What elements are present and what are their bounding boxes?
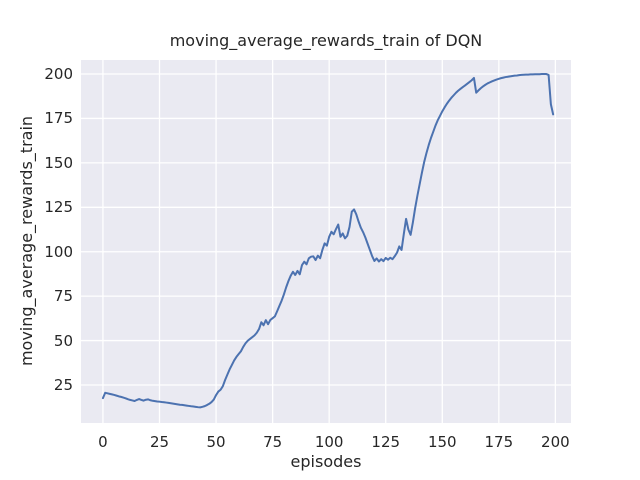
x-tick-label: 75	[263, 433, 283, 451]
x-tick-label: 50	[206, 433, 226, 451]
y-tick-label: 125	[44, 198, 73, 217]
chart-title: moving_average_rewards_train of DQN	[169, 31, 483, 50]
x-tick-label: 25	[149, 433, 170, 451]
y-tick-label: 150	[44, 153, 73, 172]
y-tick-label: 175	[44, 109, 73, 128]
y-tick-label: 25	[53, 375, 73, 394]
x-tick-label: 0	[98, 433, 108, 451]
x-tick-label: 200	[541, 433, 570, 451]
gridlines	[81, 60, 571, 423]
y-tick-label: 200	[44, 65, 73, 84]
y-tick-label: 75	[53, 287, 73, 306]
y-tick-label: 50	[53, 331, 73, 350]
plot-area	[81, 60, 571, 423]
x-tick-label: 100	[314, 433, 344, 451]
line-chart-svg	[81, 60, 571, 423]
y-tick-label: 100	[44, 242, 73, 261]
series-line	[101, 73, 555, 409]
x-tick-label: 125	[371, 433, 401, 451]
x-axis-label: episodes	[290, 452, 362, 471]
x-tick-label: 175	[484, 433, 514, 451]
x-tick-label: 150	[427, 433, 457, 451]
